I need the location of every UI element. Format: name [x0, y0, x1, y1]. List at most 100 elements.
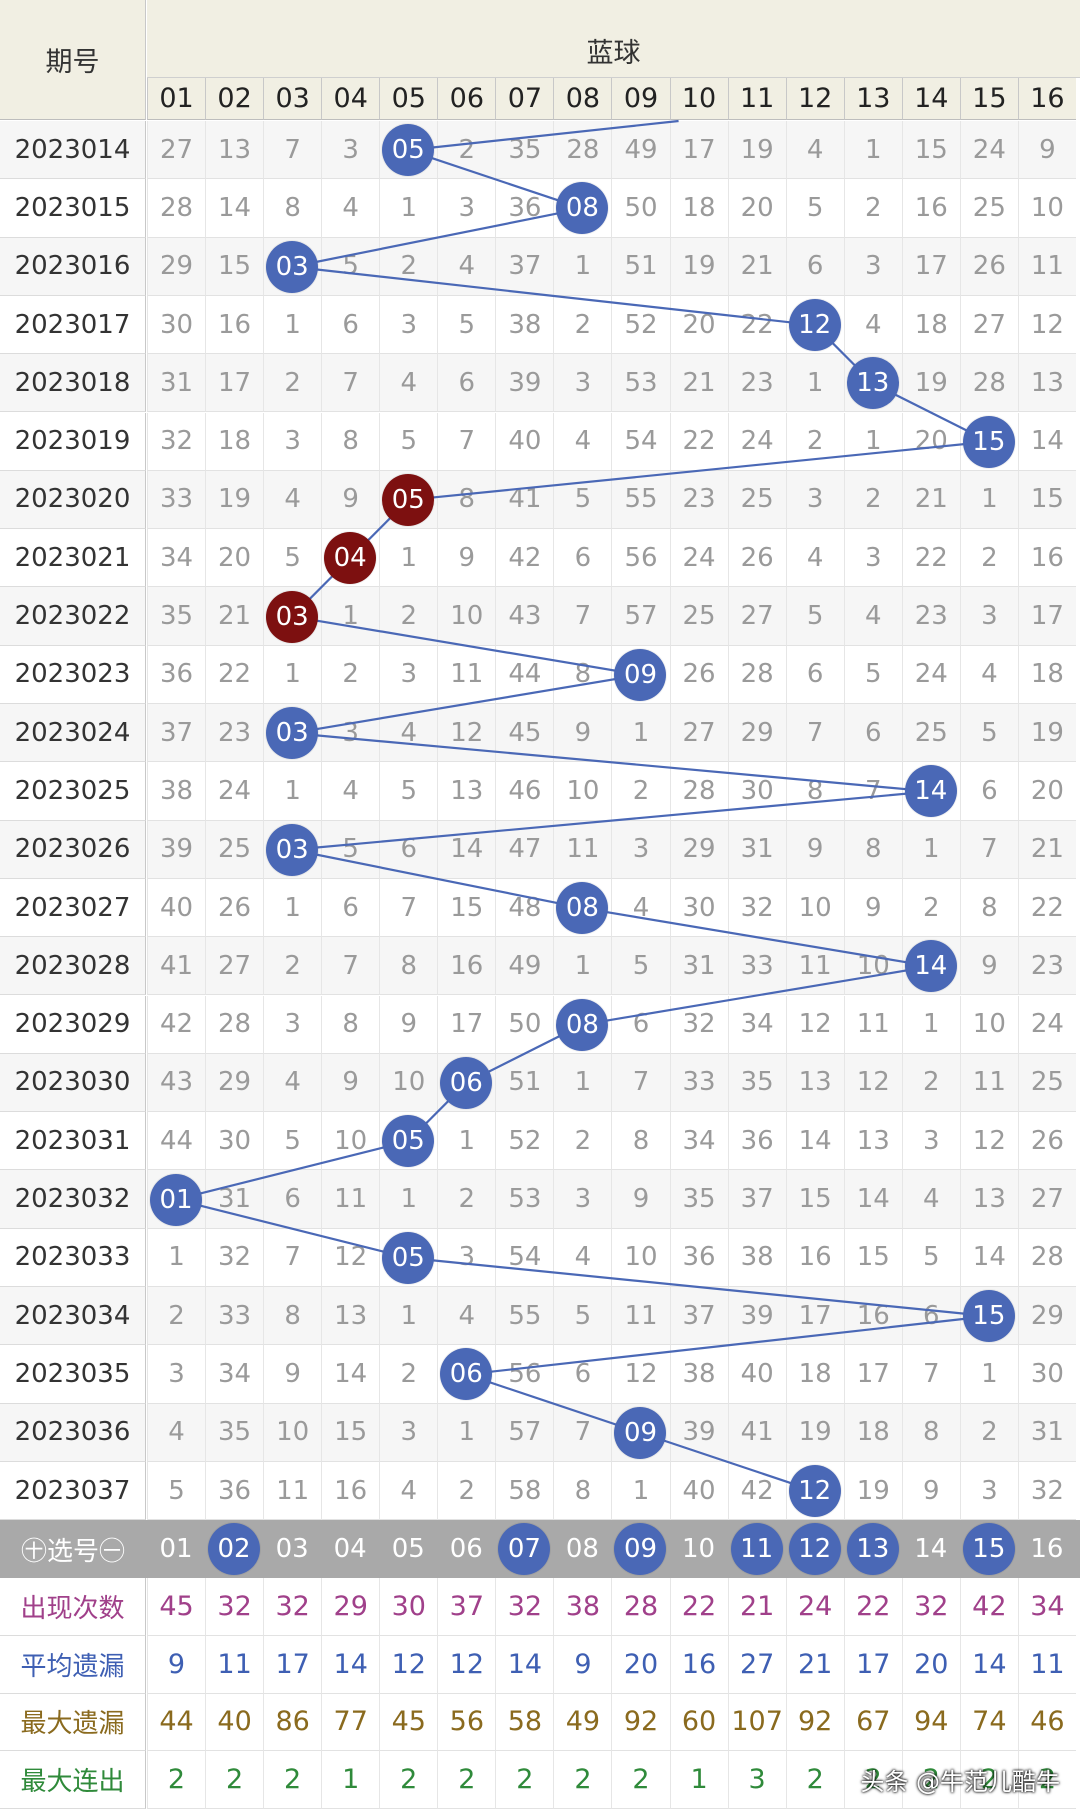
issue-number: 2023037 [0, 1461, 146, 1521]
omission-value: 10 [843, 937, 902, 996]
selected-number-ball[interactable]: 15 [962, 1523, 1015, 1575]
omission-value: 36 [147, 645, 206, 704]
selector-number[interactable]: 04 [333, 1534, 367, 1564]
selector-number[interactable]: 10 [682, 1534, 716, 1564]
selector-cell-09[interactable]: 09 [611, 1520, 669, 1578]
selector-number[interactable]: 03 [275, 1534, 309, 1564]
issue-number: 2023034 [0, 1287, 146, 1346]
selector-cell-10[interactable]: 10 [670, 1520, 728, 1578]
issue-number: 2023036 [0, 1403, 146, 1462]
omission-value: 10 [379, 1053, 438, 1113]
omission-value: 40 [147, 878, 206, 938]
stat-value: 17 [843, 1635, 902, 1694]
selector-number[interactable]: 01 [159, 1534, 193, 1564]
omission-value: 16 [901, 179, 960, 238]
omission-value: 1 [379, 529, 438, 588]
selector-cell-02[interactable]: 02 [205, 1520, 263, 1578]
column-number-14: 14 [901, 78, 960, 120]
issue-number: 2023017 [0, 295, 146, 355]
hit-ball: 03 [266, 823, 319, 876]
omission-value: 37 [495, 237, 554, 296]
selector-number[interactable]: 14 [914, 1534, 948, 1564]
omission-value: 18 [669, 179, 728, 238]
omission-value: 1 [263, 878, 322, 938]
omission-value: 2 [263, 937, 322, 996]
selector-number[interactable]: 06 [449, 1534, 483, 1564]
stat-value: 2 [379, 1751, 438, 1809]
omission-value: 58 [495, 1461, 554, 1521]
selector-cell-07[interactable]: 07 [495, 1520, 553, 1578]
selected-number-ball[interactable]: 07 [498, 1523, 551, 1575]
omission-value: 22 [669, 412, 728, 471]
hit-ball: 03 [266, 707, 319, 760]
omission-value: 6 [379, 820, 438, 879]
stat-label: 最大连出 [0, 1751, 146, 1809]
selected-number-ball[interactable]: 09 [614, 1523, 667, 1575]
omission-value: 9 [611, 1170, 670, 1229]
omission-value: 31 [1017, 1403, 1076, 1462]
hit-ball: 01 [150, 1173, 203, 1226]
omission-value: 19 [843, 1461, 902, 1521]
omission-value: 3 [321, 704, 380, 763]
omission-value: 26 [959, 237, 1018, 296]
omission-value: 17 [843, 1345, 902, 1404]
hit-ball-wrapper: 03 [263, 238, 321, 296]
stat-value: 60 [669, 1693, 728, 1752]
issue-number: 2023032 [0, 1170, 146, 1229]
omission-value: 24 [901, 645, 960, 704]
selector-label[interactable]: ㊉选号㊀ [20, 1536, 125, 1567]
selector-cell-04[interactable]: 04 [321, 1520, 379, 1578]
selector-cell-13[interactable]: 13 [844, 1520, 902, 1578]
omission-value: 20 [727, 179, 786, 238]
selector-number[interactable]: 16 [1030, 1534, 1064, 1564]
omission-value: 8 [843, 820, 902, 879]
selector-number[interactable]: 08 [565, 1534, 599, 1564]
omission-value: 2 [843, 470, 902, 530]
selector-cell-16[interactable]: 16 [1018, 1520, 1076, 1578]
omission-value: 13 [321, 1287, 380, 1346]
selector-cell-03[interactable]: 03 [263, 1520, 321, 1578]
stat-value: 29 [321, 1578, 380, 1636]
hit-ball-wrapper: 05 [379, 121, 437, 179]
omission-value: 35 [669, 1170, 728, 1229]
selected-number-ball[interactable]: 13 [846, 1523, 899, 1575]
omission-value: 16 [1017, 529, 1076, 588]
hit-ball: 05 [382, 124, 435, 177]
selector-number[interactable]: 05 [391, 1534, 425, 1564]
selector-cell-14[interactable]: 14 [902, 1520, 960, 1578]
omission-value: 2 [437, 121, 496, 180]
selector-cell-05[interactable]: 05 [379, 1520, 437, 1578]
consecutive-hit-ball: 05 [382, 473, 435, 526]
omission-value: 26 [669, 645, 728, 704]
omission-value: 6 [553, 1345, 612, 1404]
selected-number-ball[interactable]: 02 [208, 1523, 261, 1575]
omission-value: 9 [901, 1461, 960, 1521]
stat-value: 38 [553, 1578, 612, 1636]
omission-value: 22 [727, 295, 786, 355]
omission-value: 5 [379, 762, 438, 821]
issue-number: 2023015 [0, 179, 146, 238]
omission-value: 26 [727, 529, 786, 588]
selector-cell-08[interactable]: 08 [553, 1520, 611, 1578]
hit-ball: 05 [382, 1231, 435, 1284]
selected-number-ball[interactable]: 12 [788, 1523, 841, 1575]
omission-value: 2 [785, 412, 844, 471]
omission-value: 22 [205, 645, 264, 704]
selector-cell-11[interactable]: 11 [728, 1520, 786, 1578]
selector-cell-01[interactable]: 01 [147, 1520, 205, 1578]
omission-value: 7 [263, 121, 322, 180]
stat-value: 107 [727, 1693, 786, 1752]
omission-value: 14 [785, 1112, 844, 1171]
selector-cell-06[interactable]: 06 [437, 1520, 495, 1578]
omission-value: 28 [147, 179, 206, 238]
omission-value: 18 [785, 1345, 844, 1404]
column-number-11: 11 [727, 78, 786, 120]
omission-value: 15 [205, 237, 264, 296]
selector-cell-15[interactable]: 15 [960, 1520, 1018, 1578]
omission-value: 4 [959, 645, 1018, 704]
selected-number-ball[interactable]: 11 [730, 1523, 783, 1575]
stat-value: 74 [959, 1693, 1018, 1752]
stat-value: 44 [147, 1693, 206, 1752]
selector-cell-12[interactable]: 12 [786, 1520, 844, 1578]
stat-value: 12 [379, 1635, 438, 1694]
